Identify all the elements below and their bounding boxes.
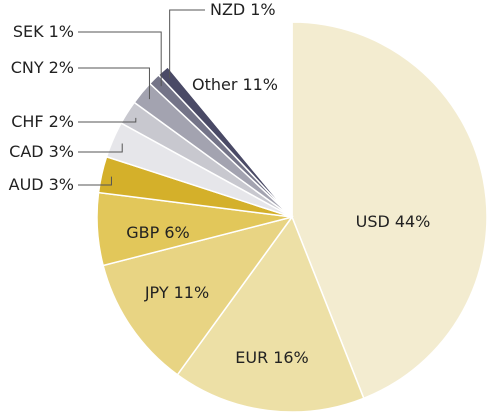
category-label: GBP — [126, 223, 159, 242]
slice-label: CAD 3% — [9, 142, 74, 161]
slice-label: CHF 2% — [11, 112, 74, 131]
leader-line — [169, 9, 205, 79]
category-label: EUR — [235, 348, 268, 367]
value-label: 3% — [49, 175, 74, 194]
value-label: 1% — [250, 0, 275, 19]
slice-label: SEK 1% — [13, 22, 74, 41]
value-label: 16% — [273, 348, 309, 367]
slice-label: Other 11% — [192, 75, 278, 94]
category-label: CNY — [11, 58, 44, 77]
slice-label: AUD 3% — [9, 175, 74, 194]
slice-label: USD 44% — [356, 212, 431, 231]
category-label: USD — [356, 212, 390, 231]
category-label: JPY — [144, 283, 169, 302]
leader-line — [78, 117, 137, 123]
value-label: 2% — [49, 58, 74, 77]
category-label: CAD — [9, 142, 43, 161]
leader-line — [78, 176, 112, 186]
category-label: Other — [192, 75, 238, 94]
slice-label: GBP 6% — [126, 223, 189, 242]
value-label: 44% — [395, 212, 431, 231]
leader-line — [78, 31, 162, 87]
pie-slice — [176, 215, 365, 413]
category-label: NZD — [210, 0, 245, 19]
value-label: 1% — [49, 22, 74, 41]
slice-label: EUR 16% — [235, 348, 309, 367]
pie-slice — [102, 215, 294, 376]
leader-line — [78, 143, 123, 153]
value-label: 11% — [174, 283, 210, 302]
value-label: 3% — [49, 142, 74, 161]
value-label: 2% — [49, 112, 74, 131]
leader-line — [78, 67, 150, 100]
category-label: CHF — [11, 112, 43, 131]
pie-slice — [291, 21, 488, 400]
category-label: AUD — [9, 175, 44, 194]
value-label: 11% — [242, 75, 278, 94]
value-label: 6% — [164, 223, 189, 242]
slice-label: CNY 2% — [11, 58, 74, 77]
slice-label: JPY 11% — [144, 283, 209, 302]
pie-slice — [166, 21, 293, 220]
category-label: SEK — [13, 22, 44, 41]
slice-label: NZD 1% — [210, 0, 276, 19]
